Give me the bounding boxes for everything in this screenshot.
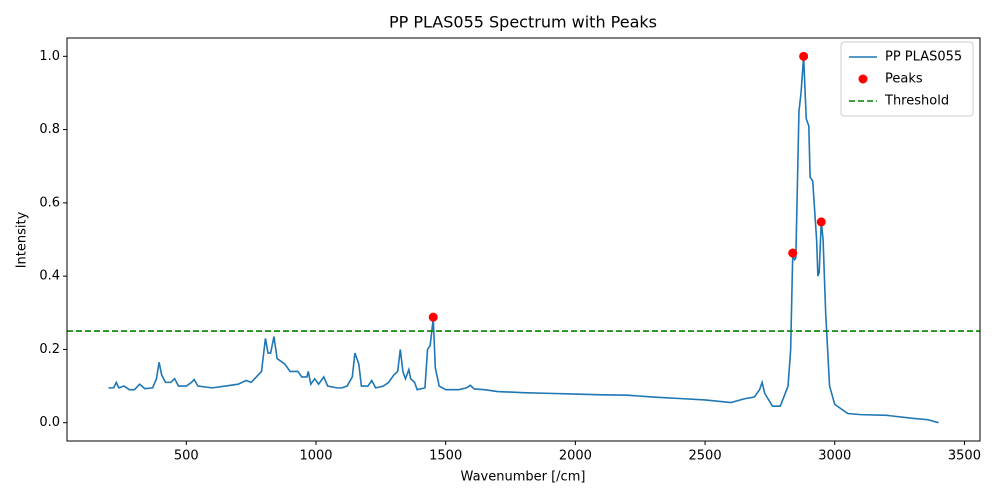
y-axis-label: Intensity bbox=[15, 211, 30, 268]
x-tick-label: 2500 bbox=[689, 449, 722, 464]
peak-marker bbox=[816, 217, 826, 227]
y-tick-label: 0.0 bbox=[39, 415, 60, 430]
spectrum-line bbox=[108, 56, 939, 424]
legend-label: Threshold bbox=[884, 94, 949, 109]
legend-marker bbox=[858, 74, 868, 84]
x-tick-label: 500 bbox=[174, 449, 199, 464]
chart-title: PP PLAS055 Spectrum with Peaks bbox=[389, 13, 657, 32]
peak-marker bbox=[799, 51, 809, 61]
y-tick-label: 1.0 bbox=[39, 49, 60, 64]
x-tick-label: 1000 bbox=[299, 449, 332, 464]
x-tick-label: 1500 bbox=[429, 449, 462, 464]
y-tick-label: 0.6 bbox=[39, 195, 60, 210]
y-tick-label: 0.8 bbox=[39, 122, 60, 137]
y-tick-label: 0.4 bbox=[39, 269, 60, 284]
x-tick-label: 2000 bbox=[559, 449, 592, 464]
legend-label: PP PLAS055 bbox=[885, 50, 962, 65]
legend-box bbox=[840, 41, 974, 117]
peak-marker bbox=[788, 248, 798, 258]
x-tick-label: 3500 bbox=[948, 449, 981, 464]
x-tick-label: 3000 bbox=[818, 449, 851, 464]
y-tick-label: 0.2 bbox=[39, 342, 60, 357]
peak-marker bbox=[428, 312, 438, 322]
plot-frame bbox=[66, 37, 981, 442]
x-axis-label: Wavenumber [/cm] bbox=[461, 470, 586, 485]
legend-label: Peaks bbox=[885, 72, 923, 87]
